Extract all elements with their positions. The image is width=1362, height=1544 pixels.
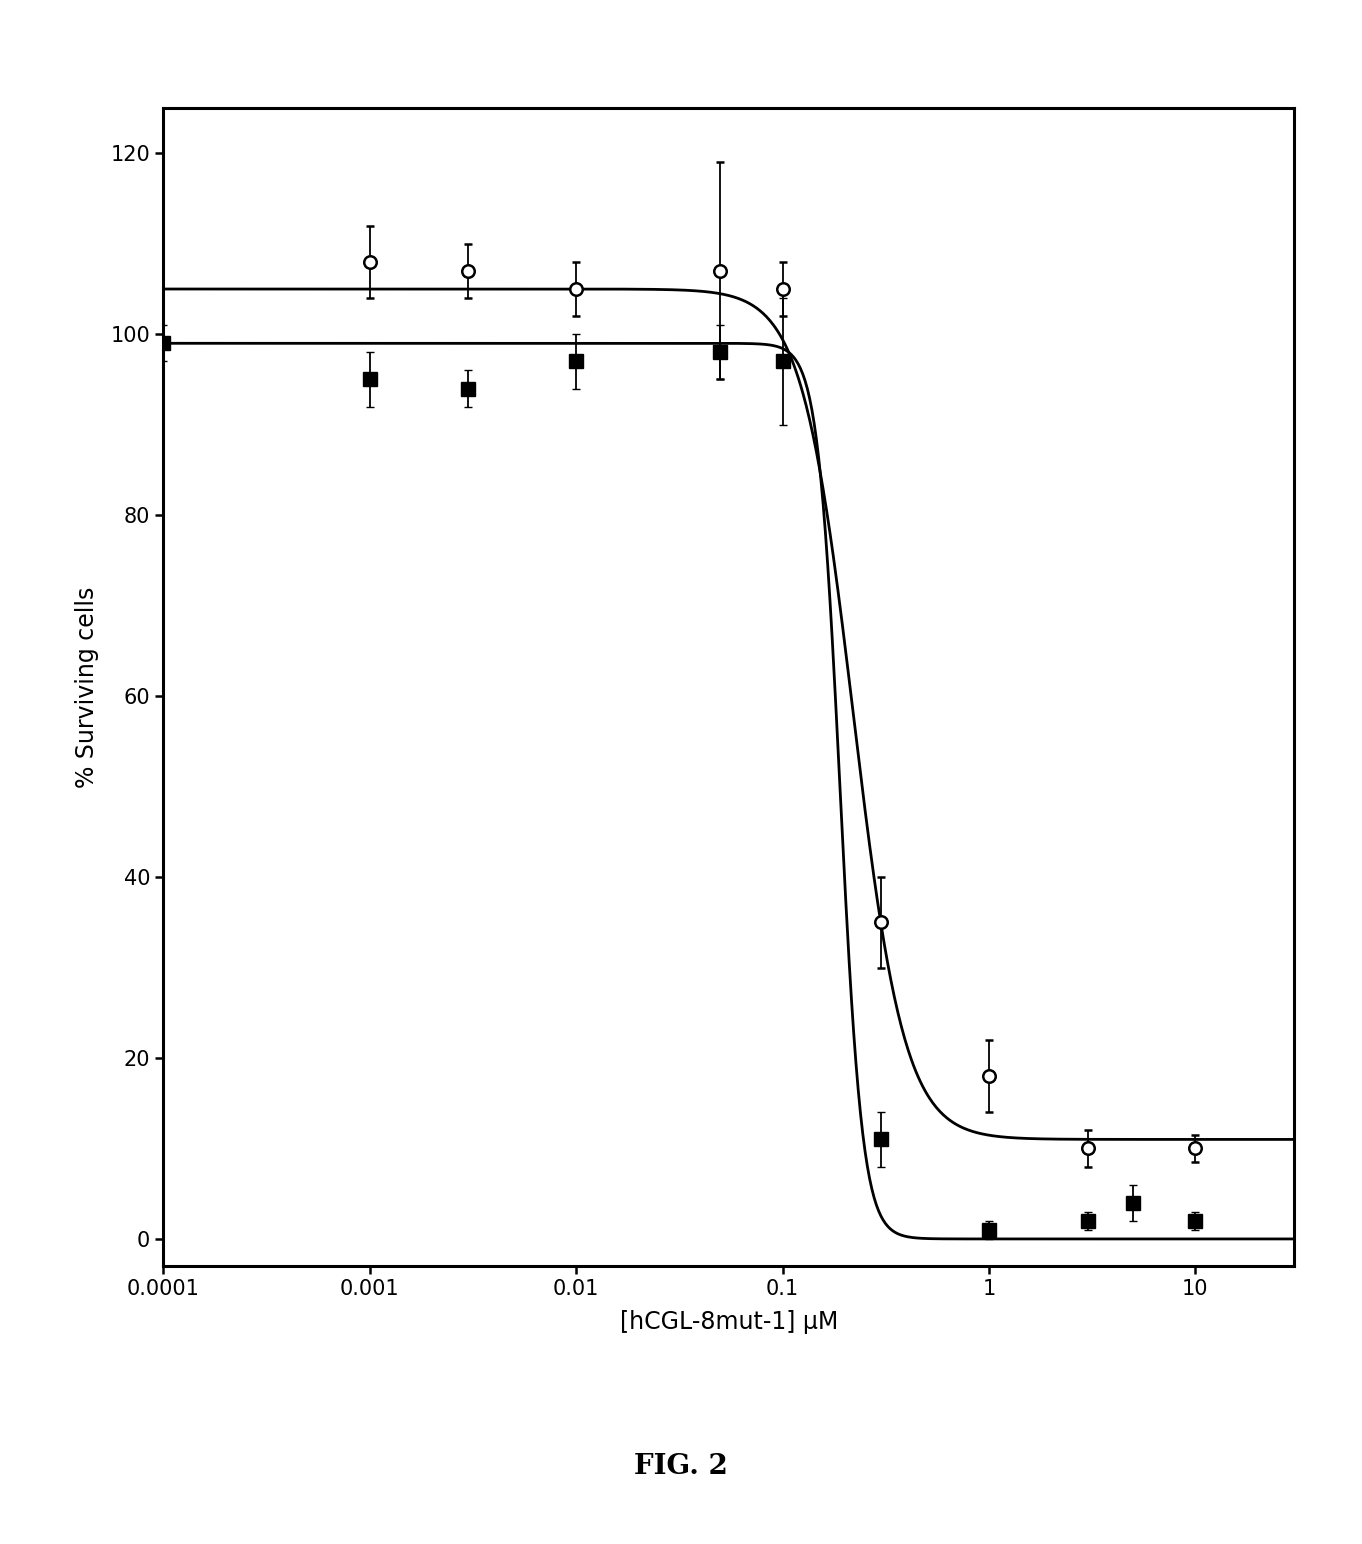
Y-axis label: % Surviving cells: % Surviving cells (75, 587, 99, 787)
X-axis label: [hCGL-8mut-1] μM: [hCGL-8mut-1] μM (620, 1311, 838, 1334)
Text: FIG. 2: FIG. 2 (635, 1453, 727, 1481)
